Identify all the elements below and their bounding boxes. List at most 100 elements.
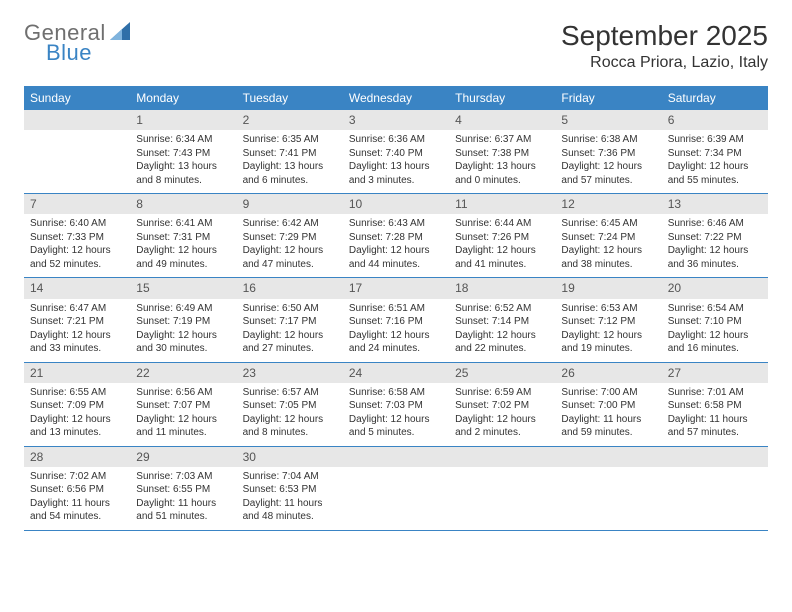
day-cell: 27Sunrise: 7:01 AMSunset: 6:58 PMDayligh… — [662, 363, 768, 447]
day-line: Daylight: 12 hours — [136, 413, 230, 427]
day-line: Daylight: 12 hours — [243, 413, 337, 427]
day-line: Sunrise: 6:50 AM — [243, 302, 337, 316]
day-body: Sunrise: 6:35 AMSunset: 7:41 PMDaylight:… — [237, 130, 343, 193]
day-line: Sunrise: 6:54 AM — [668, 302, 762, 316]
day-number — [449, 447, 555, 467]
day-cell: 22Sunrise: 6:56 AMSunset: 7:07 PMDayligh… — [130, 363, 236, 447]
day-line: Daylight: 12 hours — [668, 244, 762, 258]
day-number: 18 — [449, 278, 555, 298]
day-line: Daylight: 12 hours — [243, 244, 337, 258]
day-cell: 7Sunrise: 6:40 AMSunset: 7:33 PMDaylight… — [24, 194, 130, 278]
day-line: Sunrise: 6:45 AM — [561, 217, 655, 231]
day-number: 30 — [237, 447, 343, 467]
day-line: and 44 minutes. — [349, 258, 443, 272]
day-cell: 18Sunrise: 6:52 AMSunset: 7:14 PMDayligh… — [449, 278, 555, 362]
day-line: Sunrise: 6:44 AM — [455, 217, 549, 231]
day-line: and 11 minutes. — [136, 426, 230, 440]
day-number — [662, 447, 768, 467]
day-number — [24, 110, 130, 130]
day-number: 21 — [24, 363, 130, 383]
day-line: Sunset: 7:43 PM — [136, 147, 230, 161]
day-line: Daylight: 12 hours — [668, 160, 762, 174]
day-body: Sunrise: 6:34 AMSunset: 7:43 PMDaylight:… — [130, 130, 236, 193]
day-line: and 52 minutes. — [30, 258, 124, 272]
day-cell: 6Sunrise: 6:39 AMSunset: 7:34 PMDaylight… — [662, 110, 768, 194]
day-line: and 36 minutes. — [668, 258, 762, 272]
day-body: Sunrise: 7:02 AMSunset: 6:56 PMDaylight:… — [24, 467, 130, 530]
day-line: Daylight: 12 hours — [243, 329, 337, 343]
dow-cell: Wednesday — [343, 86, 449, 110]
day-line: Daylight: 12 hours — [561, 329, 655, 343]
day-line: Sunset: 6:58 PM — [668, 399, 762, 413]
day-line: Sunrise: 6:49 AM — [136, 302, 230, 316]
day-line: Daylight: 13 hours — [243, 160, 337, 174]
day-number: 19 — [555, 278, 661, 298]
day-cell: 13Sunrise: 6:46 AMSunset: 7:22 PMDayligh… — [662, 194, 768, 278]
day-line: and 5 minutes. — [349, 426, 443, 440]
day-line: and 6 minutes. — [243, 174, 337, 188]
day-cell: 21Sunrise: 6:55 AMSunset: 7:09 PMDayligh… — [24, 363, 130, 447]
day-line: Sunset: 7:29 PM — [243, 231, 337, 245]
day-body — [662, 467, 768, 523]
day-line: and 49 minutes. — [136, 258, 230, 272]
day-line: Sunset: 7:33 PM — [30, 231, 124, 245]
day-line: Sunset: 7:02 PM — [455, 399, 549, 413]
day-line: Sunrise: 6:51 AM — [349, 302, 443, 316]
day-line: Daylight: 11 hours — [136, 497, 230, 511]
day-line: and 55 minutes. — [668, 174, 762, 188]
day-line: and 8 minutes. — [136, 174, 230, 188]
day-number: 14 — [24, 278, 130, 298]
day-cell: 25Sunrise: 6:59 AMSunset: 7:02 PMDayligh… — [449, 363, 555, 447]
day-body: Sunrise: 6:58 AMSunset: 7:03 PMDaylight:… — [343, 383, 449, 446]
day-line: Sunset: 7:24 PM — [561, 231, 655, 245]
day-line: Sunrise: 7:04 AM — [243, 470, 337, 484]
day-line: Daylight: 12 hours — [455, 329, 549, 343]
day-line: Sunrise: 6:36 AM — [349, 133, 443, 147]
day-cell — [24, 110, 130, 194]
day-line: Sunset: 7:05 PM — [243, 399, 337, 413]
day-number: 6 — [662, 110, 768, 130]
day-line: and 54 minutes. — [30, 510, 124, 524]
day-number — [555, 447, 661, 467]
day-cell: 26Sunrise: 7:00 AMSunset: 7:00 PMDayligh… — [555, 363, 661, 447]
day-body — [555, 467, 661, 523]
day-line: Sunrise: 6:37 AM — [455, 133, 549, 147]
day-number: 28 — [24, 447, 130, 467]
day-cell: 17Sunrise: 6:51 AMSunset: 7:16 PMDayligh… — [343, 278, 449, 362]
day-line: Sunrise: 6:47 AM — [30, 302, 124, 316]
day-number: 8 — [130, 194, 236, 214]
day-cell: 19Sunrise: 6:53 AMSunset: 7:12 PMDayligh… — [555, 278, 661, 362]
day-number: 13 — [662, 194, 768, 214]
day-line: Daylight: 13 hours — [455, 160, 549, 174]
day-line: Sunset: 7:10 PM — [668, 315, 762, 329]
day-cell: 23Sunrise: 6:57 AMSunset: 7:05 PMDayligh… — [237, 363, 343, 447]
day-line: and 13 minutes. — [30, 426, 124, 440]
day-line: Daylight: 12 hours — [30, 329, 124, 343]
day-number: 2 — [237, 110, 343, 130]
day-body: Sunrise: 7:01 AMSunset: 6:58 PMDaylight:… — [662, 383, 768, 446]
day-body: Sunrise: 6:52 AMSunset: 7:14 PMDaylight:… — [449, 299, 555, 362]
day-cell: 29Sunrise: 7:03 AMSunset: 6:55 PMDayligh… — [130, 447, 236, 531]
day-line: Sunset: 7:21 PM — [30, 315, 124, 329]
day-line: Sunrise: 7:03 AM — [136, 470, 230, 484]
header: General Blue September 2025 Rocca Priora… — [24, 20, 768, 72]
day-line: Daylight: 12 hours — [136, 244, 230, 258]
brand-logo: General Blue — [24, 20, 134, 66]
calendar: SundayMondayTuesdayWednesdayThursdayFrid… — [24, 86, 768, 531]
day-line: Sunrise: 6:38 AM — [561, 133, 655, 147]
day-body: Sunrise: 6:38 AMSunset: 7:36 PMDaylight:… — [555, 130, 661, 193]
day-cell: 20Sunrise: 6:54 AMSunset: 7:10 PMDayligh… — [662, 278, 768, 362]
day-line: Daylight: 12 hours — [561, 160, 655, 174]
day-line: Sunrise: 6:56 AM — [136, 386, 230, 400]
day-body: Sunrise: 6:56 AMSunset: 7:07 PMDaylight:… — [130, 383, 236, 446]
day-cell: 16Sunrise: 6:50 AMSunset: 7:17 PMDayligh… — [237, 278, 343, 362]
day-cell — [662, 447, 768, 531]
week-row: 7Sunrise: 6:40 AMSunset: 7:33 PMDaylight… — [24, 194, 768, 278]
day-number: 4 — [449, 110, 555, 130]
day-line: Daylight: 11 hours — [561, 413, 655, 427]
day-of-week-header: SundayMondayTuesdayWednesdayThursdayFrid… — [24, 86, 768, 110]
day-line: Sunset: 7:14 PM — [455, 315, 549, 329]
day-body: Sunrise: 6:45 AMSunset: 7:24 PMDaylight:… — [555, 214, 661, 277]
day-cell: 8Sunrise: 6:41 AMSunset: 7:31 PMDaylight… — [130, 194, 236, 278]
day-line: Daylight: 12 hours — [349, 413, 443, 427]
